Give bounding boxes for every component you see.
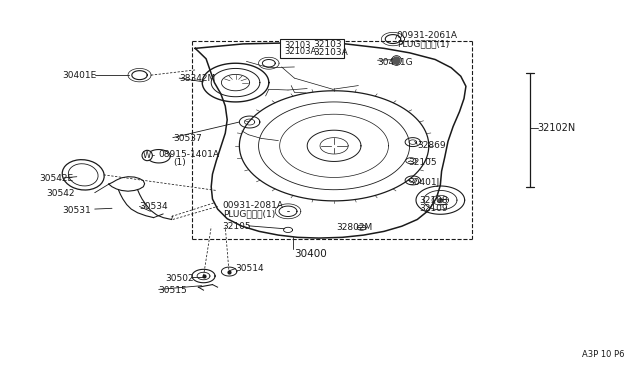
Text: 32103A: 32103A (314, 48, 348, 57)
Text: PLUGブラグ(1): PLUGブラグ(1) (397, 39, 449, 48)
Text: 32802M: 32802M (336, 223, 372, 232)
Text: 32105: 32105 (408, 158, 437, 167)
Text: 32105: 32105 (223, 222, 252, 231)
Text: 30542: 30542 (46, 189, 75, 198)
Text: 30400: 30400 (294, 249, 327, 259)
Text: W: W (143, 151, 151, 160)
Text: 38342M: 38342M (179, 74, 216, 83)
Text: 00931-2061A: 00931-2061A (397, 31, 458, 40)
Text: 32109: 32109 (419, 204, 448, 213)
Text: 30531: 30531 (63, 206, 92, 215)
Text: 08915-1401A: 08915-1401A (159, 150, 220, 159)
Text: 30514: 30514 (236, 264, 264, 273)
Text: A3P 10 P6: A3P 10 P6 (582, 350, 624, 359)
Text: 32108: 32108 (419, 196, 448, 205)
Text: 30534: 30534 (140, 202, 168, 211)
Text: (1): (1) (173, 158, 186, 167)
Text: 30515: 30515 (159, 286, 188, 295)
Text: 30537: 30537 (173, 134, 202, 143)
Text: 30401G: 30401G (378, 58, 413, 67)
Text: 32103: 32103 (284, 41, 310, 50)
Text: 32102N: 32102N (538, 124, 576, 133)
Text: 32869: 32869 (417, 141, 446, 150)
Text: 30542E: 30542E (40, 174, 74, 183)
Text: 30401J: 30401J (408, 178, 440, 187)
Text: 32103A: 32103A (284, 47, 316, 56)
Text: 00931-2081A: 00931-2081A (223, 201, 284, 210)
FancyBboxPatch shape (280, 39, 344, 58)
Text: PLUGブラグ(1): PLUGブラグ(1) (223, 209, 275, 218)
Text: 30502: 30502 (165, 274, 194, 283)
Text: 32103: 32103 (314, 40, 342, 49)
Text: 30401E: 30401E (63, 71, 97, 80)
